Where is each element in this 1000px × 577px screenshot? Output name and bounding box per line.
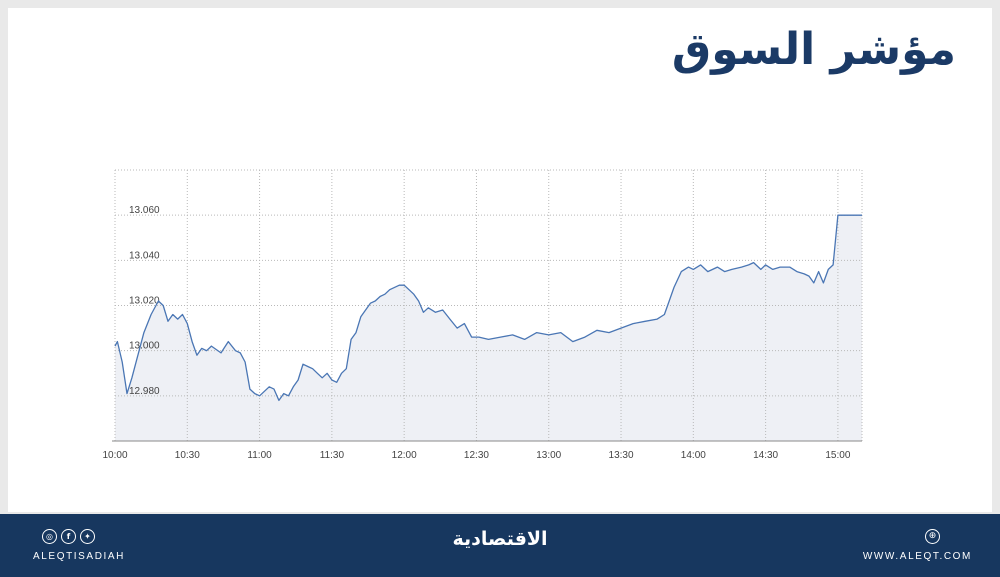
footer-bar: ◎ f ✦ ALEQTISADIAH الاقتصادية ⊕ WWW.ALEQT.… xyxy=(0,514,1000,577)
x-tick-label: 11:00 xyxy=(247,450,272,461)
series-line xyxy=(114,214,862,402)
x-tick-label: 12:30 xyxy=(464,450,489,461)
brand-logo[interactable]: الاقتصادية xyxy=(452,528,548,550)
x-tick-label: 12:00 xyxy=(392,450,417,461)
social-handle: ALEQTISADIAH xyxy=(33,551,125,562)
website-link[interactable]: WWW.ALEQT.COM xyxy=(862,551,972,562)
x-tick-label: 14:30 xyxy=(753,450,778,461)
y-tick-label: 13.000 xyxy=(129,341,160,352)
x-tick-label: 11:30 xyxy=(320,450,345,461)
facebook-icon[interactable]: f xyxy=(61,529,76,544)
y-tick-label: 13.060 xyxy=(129,205,160,216)
x-tick-label: 13:30 xyxy=(609,450,634,461)
globe-icon: ⊕ xyxy=(925,529,940,544)
x-tick-label: 14:00 xyxy=(681,450,706,461)
social-links: ◎ f ✦ xyxy=(42,529,95,544)
x-tick-label: 10:30 xyxy=(175,450,200,461)
x-tick-label: 10:00 xyxy=(102,450,127,461)
twitter-icon[interactable]: ✦ xyxy=(80,529,95,544)
x-tick-label: 13:00 xyxy=(536,450,561,461)
x-tick-label: 15:00 xyxy=(825,450,850,461)
page-title: مؤشر السوق xyxy=(671,24,956,75)
market-index-chart: 10:00 10:30 11:00 11:30 12:00 12:30 13:00 13:30… xyxy=(102,169,863,461)
series-area xyxy=(115,215,862,441)
instagram-icon[interactable]: ◎ xyxy=(42,529,57,544)
y-tick-label: 12.980 xyxy=(129,386,160,397)
y-tick-label: 13.020 xyxy=(129,296,160,307)
y-tick-label: 13.040 xyxy=(129,250,160,261)
